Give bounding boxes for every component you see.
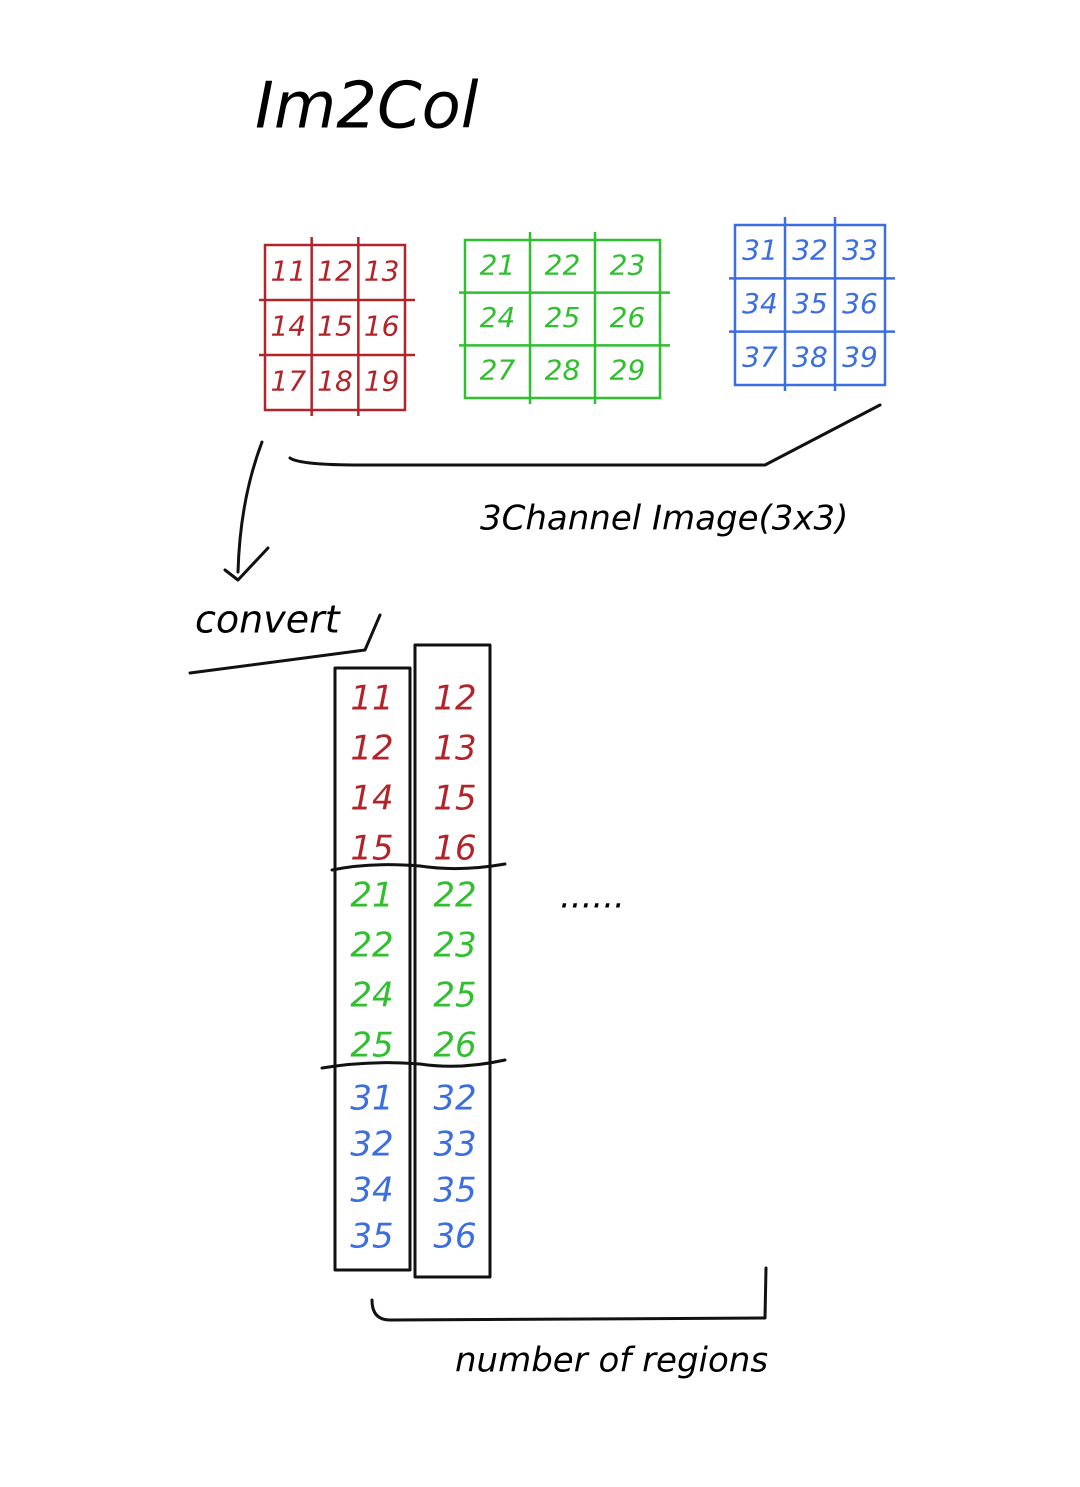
column-entry: 15: [433, 779, 476, 819]
grid-frame: [263, 243, 407, 412]
grid-cell: 19: [364, 365, 400, 398]
grid-cell: 18: [317, 365, 353, 398]
grid-cell: 28: [545, 354, 581, 387]
column-entry: 33: [433, 1125, 476, 1165]
grid-cell: 22: [545, 248, 581, 281]
title: Im2Col: [255, 70, 479, 144]
grid-cell: 27: [480, 354, 516, 387]
arrow-head: [223, 546, 270, 582]
column-entry: 35: [433, 1171, 476, 1211]
column-entry: 31: [350, 1079, 393, 1119]
column-entry: 26: [433, 1026, 476, 1066]
column-entry: 24: [350, 976, 393, 1016]
grid-cell: 13: [364, 255, 400, 288]
convert-label: convert: [195, 598, 342, 642]
column-entry: 23: [433, 926, 476, 966]
column-entry: 21: [350, 876, 393, 916]
arrow: [236, 440, 264, 574]
brace: [288, 403, 882, 467]
grid-cell: 35: [792, 287, 828, 320]
grid-cell: 32: [792, 234, 828, 267]
columns-label: number of regions: [455, 1341, 768, 1381]
separator: [330, 862, 507, 872]
column-entry: 12: [350, 729, 393, 769]
bracket: [370, 1266, 768, 1322]
grid-cell: 39: [842, 340, 878, 373]
column-entry: 32: [433, 1079, 476, 1119]
grid-cell: 25: [545, 301, 581, 334]
grid-cell: 16: [364, 310, 400, 343]
column-entry: 25: [350, 1026, 393, 1066]
grid-cell: 11: [271, 255, 307, 288]
grid-cell: 33: [842, 234, 878, 267]
column-entry: 14: [350, 779, 393, 819]
column-entry: 13: [433, 729, 476, 769]
column-entry: 36: [433, 1217, 476, 1257]
column-entry: 32: [350, 1125, 393, 1165]
grids-label: 3Channel Image(3x3): [480, 499, 848, 539]
grid-cell: 15: [317, 310, 353, 343]
grid-cell: 36: [842, 287, 878, 320]
grid-cell: 24: [480, 301, 516, 334]
column-entry: 34: [350, 1171, 393, 1211]
ellipsis: ......: [560, 877, 625, 917]
column-entry: 22: [350, 926, 393, 966]
grid-frame: [733, 223, 887, 387]
column-entry: 25: [433, 976, 476, 1016]
grid-cell: 38: [792, 340, 828, 373]
grid-frame: [463, 238, 662, 400]
grid-cell: 26: [610, 301, 646, 334]
separator: [320, 1058, 507, 1070]
grid-cell: 12: [317, 255, 353, 288]
column-entry: 22: [433, 876, 476, 916]
grid-cell: 14: [271, 310, 307, 343]
column-entry: 15: [350, 829, 393, 869]
column-entry: 16: [433, 829, 476, 869]
pointer: [188, 613, 382, 675]
column-entry: 35: [350, 1217, 393, 1257]
grid-cell: 31: [742, 234, 778, 267]
column-entry: 11: [350, 679, 393, 719]
grid-cell: 21: [480, 248, 516, 281]
column-box: [413, 643, 492, 1279]
grid-cell: 29: [610, 354, 646, 387]
column-entry: 12: [433, 679, 476, 719]
grid-cell: 17: [271, 365, 307, 398]
grid-cell: 34: [742, 287, 778, 320]
grid-cell: 23: [610, 248, 646, 281]
column-box: [333, 666, 412, 1272]
grid-cell: 37: [742, 340, 778, 373]
